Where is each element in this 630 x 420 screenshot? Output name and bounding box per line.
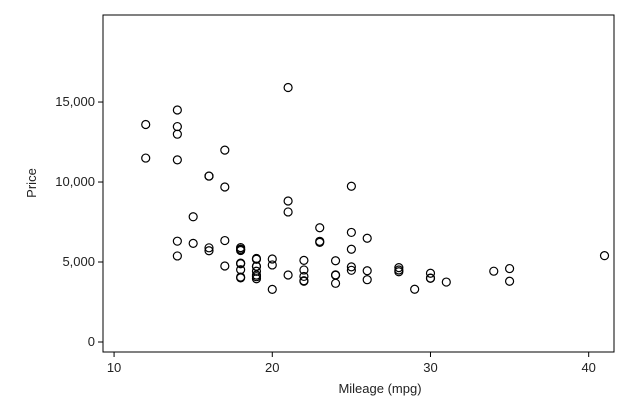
point [346, 265, 356, 275]
point [236, 272, 246, 282]
point [220, 182, 230, 192]
point [394, 263, 404, 273]
point [172, 236, 182, 246]
point [251, 261, 262, 272]
point [236, 245, 246, 256]
point [172, 121, 182, 132]
point [330, 270, 341, 280]
point [267, 260, 277, 270]
x-tick-label: 20 [265, 360, 279, 375]
point [220, 145, 230, 155]
point [236, 265, 246, 275]
x-tick-label: 10 [107, 360, 121, 375]
point [236, 258, 246, 268]
point [425, 268, 436, 278]
point [172, 155, 182, 165]
point [251, 270, 262, 280]
point [188, 212, 198, 222]
point [267, 254, 277, 264]
point [283, 196, 293, 206]
point [346, 227, 356, 238]
point [204, 171, 214, 181]
point [599, 251, 610, 261]
x-axis-title: Mileage (mpg) [338, 381, 421, 396]
point [141, 119, 151, 130]
point [299, 271, 309, 282]
point [188, 238, 198, 248]
point [362, 233, 372, 243]
point [346, 262, 356, 272]
plot-frame [102, 14, 615, 353]
point [220, 235, 230, 246]
y-axis-title: Price [24, 168, 39, 198]
point [141, 153, 151, 163]
point [425, 273, 436, 283]
point [299, 255, 309, 265]
point [204, 243, 214, 253]
point [236, 243, 246, 253]
point [299, 265, 309, 275]
point [346, 244, 356, 254]
point [410, 284, 420, 294]
point [283, 82, 293, 93]
point [251, 266, 262, 276]
y-tick-label: 15,000 [55, 94, 95, 109]
point [299, 276, 309, 286]
point [172, 251, 182, 261]
point [172, 105, 182, 115]
point [504, 276, 515, 286]
point [504, 263, 515, 274]
point [330, 256, 341, 266]
y-tick-label: 10,000 [55, 174, 95, 189]
point [172, 129, 182, 139]
point [315, 223, 325, 233]
point [489, 266, 499, 276]
point [220, 261, 230, 271]
x-tick-label: 40 [581, 360, 595, 375]
point [330, 278, 341, 288]
point [283, 270, 293, 280]
point [394, 265, 404, 275]
x-tick-label: 30 [423, 360, 437, 375]
point [441, 277, 451, 287]
point [204, 246, 214, 256]
y-tick-label: 5,000 [62, 254, 95, 269]
point [346, 181, 356, 191]
point [283, 207, 293, 217]
point [267, 284, 277, 294]
point [362, 275, 372, 285]
point [362, 266, 372, 276]
point [315, 237, 325, 247]
y-tick-label: 0 [88, 334, 95, 349]
